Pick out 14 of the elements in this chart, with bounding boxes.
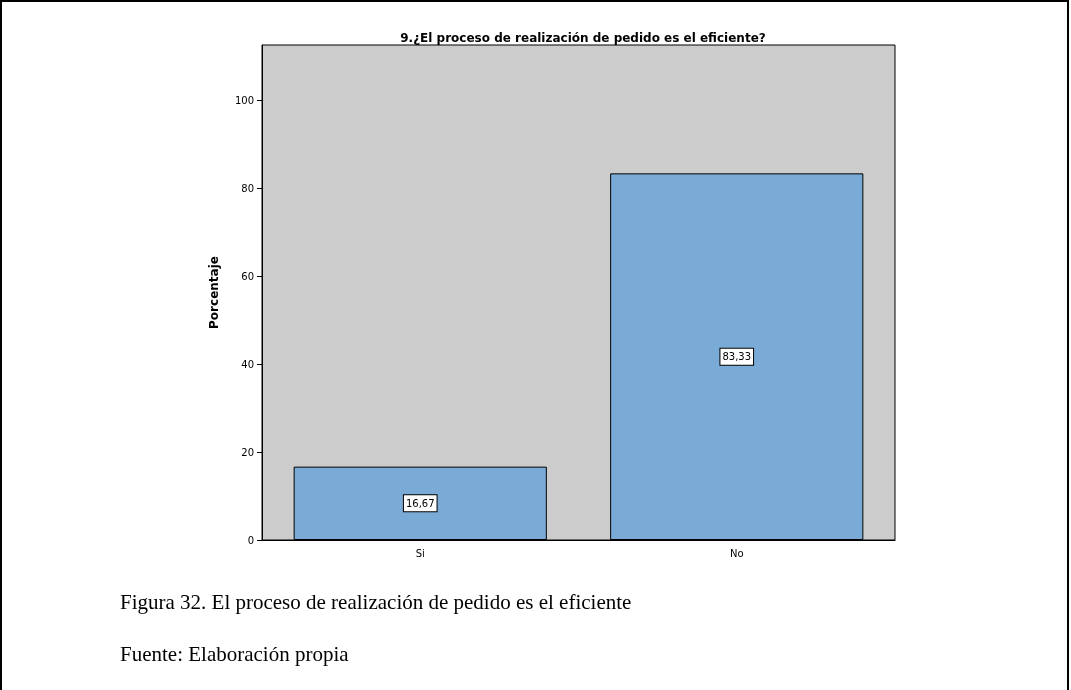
data-label: 83,33 (722, 351, 752, 363)
y-tick-label: 100 (234, 94, 254, 106)
data-label: 16,67 (405, 497, 435, 509)
y-tick-label: 60 (241, 270, 254, 282)
y-tick-label: 80 (241, 182, 254, 194)
x-tick-label: Si (415, 547, 425, 559)
chart-title: 9.¿El proceso de realización de pedido es el eficiente? (400, 31, 766, 45)
y-tick-label: 0 (247, 534, 254, 546)
y-tick-label: 20 (241, 446, 254, 458)
text: Figura 32. El proceso de realización de pedido es el eficiente (120, 590, 632, 615)
y-axis-title: Porcentaje (207, 256, 221, 329)
y-tick-label: 40 (241, 358, 254, 370)
source-note: Fuente: Elaboración propia (120, 642, 349, 667)
x-tick-label: No (729, 547, 744, 559)
